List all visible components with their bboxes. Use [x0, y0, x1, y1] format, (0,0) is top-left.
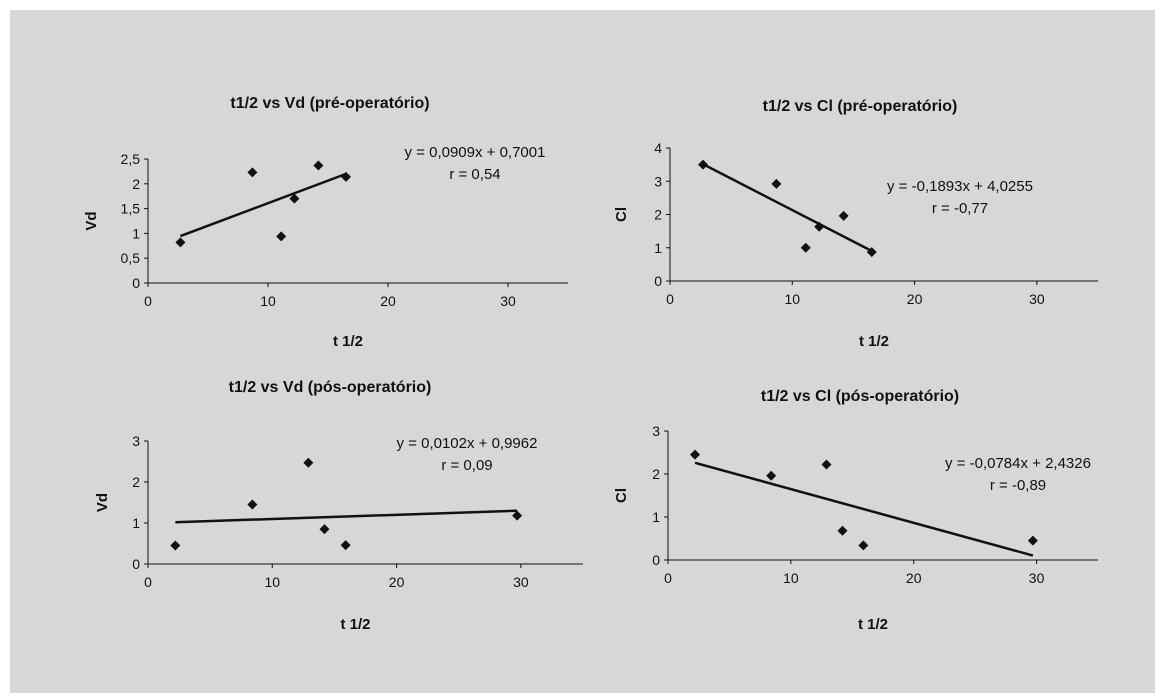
regression-annotation: r = -0,77 — [932, 200, 988, 217]
y-tick-label: 3 — [652, 423, 660, 439]
data-point — [247, 499, 258, 510]
data-point — [837, 525, 848, 536]
y-tick-label: 1 — [654, 240, 662, 256]
y-tick-label: 0,5 — [121, 250, 141, 266]
regression-annotation: y = -0,0784x + 2,4326 — [945, 455, 1091, 472]
x-tick-label: 20 — [380, 293, 396, 309]
regression-annotation: r = 0,09 — [441, 457, 492, 474]
data-point — [170, 540, 181, 551]
data-point — [838, 210, 849, 221]
data-point — [1027, 535, 1038, 546]
y-tick-label: 1,5 — [121, 201, 141, 217]
y-axis-label: Cl — [613, 207, 630, 222]
x-tick-label: 0 — [144, 293, 152, 309]
x-tick-label: 0 — [664, 570, 672, 586]
chart-title: t1/2 vs Cl (pré-operatório) — [763, 98, 958, 115]
x-tick-label: 20 — [906, 570, 922, 586]
x-axis-label: t 1/2 — [340, 616, 370, 633]
chart-2: t1/2 vs Cl (pré-operatório) 0 1 2 3 4 0 10 20 30 t… — [613, 98, 1098, 350]
y-tick-label: 2,5 — [121, 151, 141, 167]
data-point — [289, 193, 300, 204]
data-point — [340, 540, 351, 551]
x-tick-label: 20 — [907, 291, 923, 307]
x-tick-label: 10 — [783, 570, 799, 586]
y-tick-label: 3 — [132, 433, 140, 449]
regression-annotation: y = -0,1893x + 4,0255 — [887, 178, 1033, 195]
figure-panel — [10, 10, 1155, 693]
x-tick-label: 30 — [1029, 570, 1045, 586]
chart-title: t1/2 vs Vd (pré-operatório) — [230, 95, 429, 112]
y-tick-label: 2 — [132, 176, 140, 192]
data-point — [512, 510, 523, 521]
regression-annotation: y = 0,0102x + 0,9962 — [397, 435, 538, 452]
x-tick-label: 30 — [500, 293, 516, 309]
data-point — [690, 449, 701, 460]
x-tick-label: 0 — [666, 291, 674, 307]
y-axis-label: Cl — [613, 488, 630, 503]
x-axis-label: t 1/2 — [333, 333, 363, 350]
trendline — [702, 163, 873, 253]
data-point — [319, 524, 330, 535]
trendline — [694, 461, 1034, 557]
y-tick-label: 1 — [652, 509, 660, 525]
data-point — [313, 160, 324, 171]
regression-annotation: r = -0,89 — [990, 477, 1046, 494]
regression-annotation: y = 0,0909x + 0,7001 — [405, 144, 546, 161]
data-point — [698, 159, 709, 170]
chart-title: t1/2 vs Vd (pós-operatório) — [229, 379, 432, 396]
x-tick-label: 10 — [784, 291, 800, 307]
y-tick-label: 1 — [132, 225, 140, 241]
trendline — [175, 509, 518, 524]
data-point — [303, 457, 314, 468]
y-tick-label: 2 — [132, 474, 140, 490]
x-tick-label: 10 — [264, 574, 280, 590]
x-tick-label: 0 — [144, 574, 152, 590]
data-point — [821, 459, 832, 470]
data-point — [866, 247, 877, 258]
data-point — [175, 237, 186, 248]
trendline — [179, 172, 347, 238]
x-axis-label: t 1/2 — [859, 333, 889, 350]
x-tick-label: 30 — [513, 574, 529, 590]
y-tick-label: 0 — [132, 275, 140, 291]
y-tick-label: 0 — [654, 273, 662, 289]
x-tick-label: 10 — [260, 293, 276, 309]
x-tick-label: 30 — [1029, 291, 1045, 307]
y-tick-label: 4 — [654, 140, 662, 156]
x-tick-label: 20 — [389, 574, 405, 590]
y-tick-label: 2 — [652, 466, 660, 482]
data-point — [858, 540, 869, 551]
y-tick-label: 0 — [132, 556, 140, 572]
x-axis-label: t 1/2 — [858, 616, 888, 633]
regression-annotation: r = 0,54 — [449, 166, 500, 183]
y-axis-label: Vd — [94, 493, 111, 512]
y-tick-label: 2 — [654, 207, 662, 223]
y-tick-label: 3 — [654, 173, 662, 189]
data-point — [341, 171, 351, 182]
data-point — [276, 231, 287, 242]
data-point — [766, 470, 777, 481]
data-point — [814, 221, 825, 232]
data-point — [800, 242, 811, 253]
data-point — [771, 178, 782, 189]
y-tick-label: 0 — [652, 552, 660, 568]
y-axis-label: Vd — [83, 211, 100, 230]
chart-1: t1/2 vs Vd (pré-operatório) 0 0,5 1 1,5 2 2,5 0… — [83, 95, 568, 350]
data-point — [247, 167, 258, 178]
y-tick-label: 1 — [132, 515, 140, 531]
chart-title: t1/2 vs Cl (pós-operatório) — [761, 388, 959, 405]
